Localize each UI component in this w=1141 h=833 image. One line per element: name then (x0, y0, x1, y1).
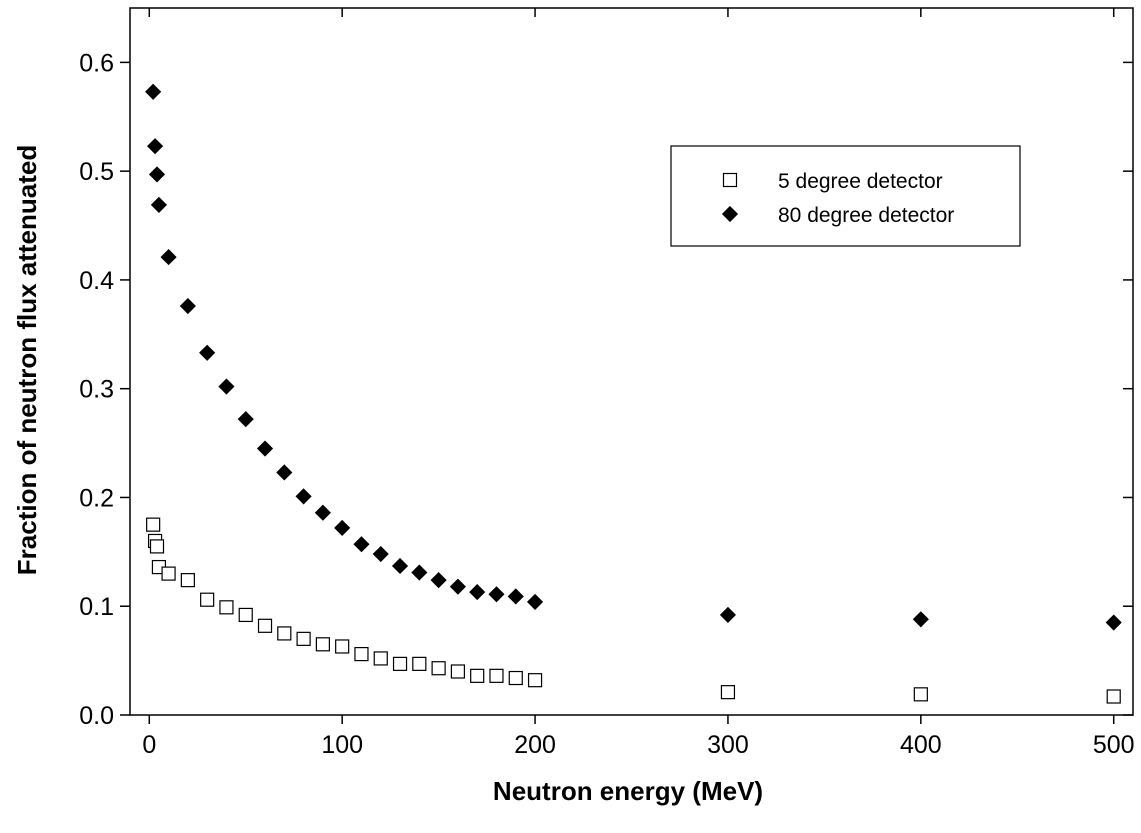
data-point-80-degree (150, 196, 167, 213)
legend-box (670, 145, 1021, 247)
data-points (145, 83, 1122, 704)
data-point-80-degree (334, 519, 351, 536)
data-point-5-degree (238, 607, 253, 623)
legend-label-80-degree: 80 degree detector (778, 204, 954, 227)
data-point-80-degree (276, 464, 293, 481)
data-point-80-degree (237, 411, 254, 428)
data-point-80-degree (353, 536, 370, 553)
legend: 5 degree detector 80 degree detector (670, 145, 1021, 247)
data-point-80-degree (469, 584, 486, 601)
data-point-5-degree (149, 539, 165, 554)
data-point-5-degree (373, 651, 388, 666)
x-tick-label: 100 (321, 731, 363, 759)
y-axis: 0.0 0.1 0.2 0.3 0.4 0.5 0.6 (79, 49, 1133, 730)
data-point-5-degree (200, 592, 215, 607)
x-tick-label: 200 (514, 731, 556, 759)
data-point-5-degree (277, 626, 292, 641)
data-point-5-degree (180, 573, 195, 588)
data-point-80-degree (218, 378, 235, 395)
y-tick-label: 0.0 (79, 702, 114, 730)
x-tick-label: 500 (1093, 731, 1135, 759)
data-point-80-degree (179, 297, 196, 315)
data-point-80-degree (1105, 614, 1122, 631)
y-axis-title: Fraction of neutron flux attenuated (12, 145, 42, 575)
data-point-5-degree (257, 618, 273, 633)
data-point-80-degree (526, 593, 544, 610)
data-point-80-degree (145, 83, 162, 100)
data-point-80-degree (372, 545, 389, 563)
legend-label-5-degree: 5 degree detector (778, 170, 943, 193)
data-point-5-degree (450, 664, 466, 679)
data-point-80-degree (160, 249, 177, 266)
data-point-5-degree (296, 631, 311, 646)
y-tick-label: 0.6 (79, 49, 114, 77)
data-point-5-degree (470, 668, 485, 683)
data-point-80-degree (256, 440, 274, 457)
data-point-5-degree (412, 656, 427, 671)
data-point-80-degree (449, 578, 466, 595)
x-tick-label: 0 (142, 731, 156, 759)
data-point-80-degree (719, 606, 737, 623)
series-5-degree (146, 517, 1121, 704)
data-point-5-degree (508, 670, 523, 686)
data-point-80-degree (199, 344, 216, 361)
y-tick-label: 0.2 (79, 484, 114, 512)
data-point-5-degree (146, 517, 161, 532)
data-point-80-degree (147, 138, 164, 155)
data-point-5-degree (527, 673, 543, 688)
legend-marker-5-degree (722, 172, 738, 188)
plot-frame (129, 7, 1134, 716)
data-point-5-degree (315, 637, 330, 652)
y-tick-label: 0.4 (79, 267, 114, 295)
y-tick-label: 0.1 (79, 593, 114, 621)
series-80-degree (145, 83, 1122, 631)
data-point-80-degree (411, 564, 428, 581)
x-tick-label: 300 (707, 731, 749, 759)
data-point-5-degree (720, 685, 736, 700)
data-point-5-degree (161, 566, 176, 581)
x-axis-title: Neutron energy (MeV) (493, 776, 763, 806)
data-point-5-degree (354, 646, 369, 662)
data-point-80-degree (507, 588, 524, 605)
data-point-5-degree (913, 687, 928, 702)
data-point-80-degree (148, 166, 166, 183)
data-point-5-degree (489, 668, 504, 683)
data-point-5-degree (431, 661, 446, 676)
data-point-80-degree (314, 504, 331, 521)
legend-marker-80-degree (721, 205, 739, 223)
data-point-80-degree (391, 557, 409, 575)
data-point-80-degree (430, 572, 447, 589)
data-point-5-degree (1106, 689, 1121, 704)
data-point-5-degree (335, 639, 350, 654)
data-point-5-degree (392, 656, 408, 671)
y-tick-label: 0.3 (79, 376, 114, 404)
data-point-80-degree (912, 611, 929, 628)
x-tick-label: 400 (900, 731, 942, 759)
data-point-80-degree (488, 586, 505, 603)
data-point-80-degree (295, 488, 312, 505)
data-point-5-degree (219, 600, 234, 615)
x-axis: 0 100 200 300 400 500 (142, 8, 1135, 759)
y-tick-label: 0.5 (79, 158, 114, 186)
